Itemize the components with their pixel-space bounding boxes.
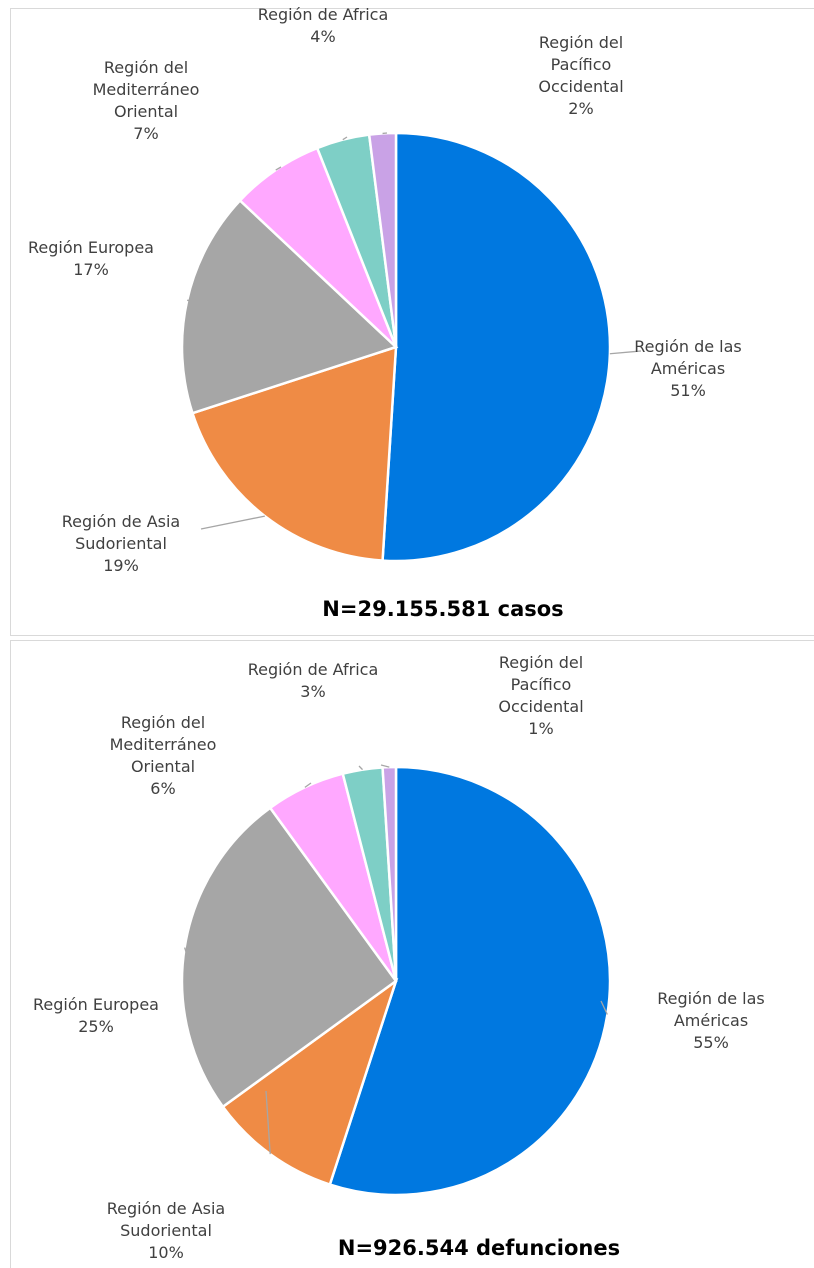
category-label: Región Europea — [28, 238, 154, 257]
chart-panel: Región de las Américas 55% Región de Asia … — [10, 640, 814, 1268]
leader-line — [184, 947, 212, 1032]
data-label: Región Europea 25% — [11, 994, 181, 1038]
leader-line — [200, 515, 265, 530]
chart-title: N=29.155.581 casos — [322, 597, 564, 621]
category-label: Región del Pacífico Occidental — [538, 33, 624, 96]
pie-chart — [180, 131, 642, 563]
data-label: Región de las Américas 51% — [613, 336, 763, 402]
data-label: Región de las Américas 55% — [636, 988, 786, 1054]
pie-slice — [381, 131, 612, 563]
category-label: Región de Africa — [247, 660, 379, 679]
value-label: 1% — [528, 719, 554, 738]
category-label: Región del Mediterráneo Oriental — [109, 713, 217, 776]
category-label: Región de Asia Sudoriental — [61, 512, 181, 553]
category-label: Región del Mediterráneo Oriental — [92, 58, 200, 121]
data-label: Región de Asia Sudoriental 10% — [96, 1198, 236, 1264]
value-label: 10% — [148, 1243, 184, 1262]
leader-line — [342, 136, 348, 141]
data-label: Región del Mediterráneo Oriental 6% — [98, 712, 228, 800]
pie-slice — [180, 806, 398, 1109]
category-label: Región del Pacífico Occidental — [498, 653, 584, 716]
value-label: 6% — [150, 779, 176, 798]
pie-slice — [381, 765, 398, 982]
value-label: 4% — [310, 27, 336, 46]
pie-slice — [190, 345, 398, 562]
category-label: Región de Africa — [257, 5, 389, 24]
leader-line — [380, 764, 390, 768]
data-label: Región del Pacífico Occidental 2% — [526, 32, 636, 120]
leader-line — [609, 350, 642, 355]
category-label: Región de Asia Sudoriental — [106, 1199, 226, 1240]
value-label: 17% — [73, 260, 109, 279]
value-label: 3% — [300, 682, 326, 701]
chart-title: N=926.544 defunciones — [337, 1236, 621, 1260]
category-label: Región de las Américas — [657, 989, 765, 1030]
leader-line — [275, 166, 282, 171]
leader-line — [600, 1000, 608, 1015]
leader-line — [187, 299, 197, 302]
value-label: 55% — [693, 1033, 729, 1052]
data-label: Región Europea 17% — [11, 237, 171, 281]
leader-line — [358, 765, 363, 771]
value-label: 25% — [78, 1017, 114, 1036]
category-label: Región Europea — [33, 995, 159, 1014]
data-label: Región de Asia Sudoriental 19% — [51, 511, 191, 577]
data-label: Región del Mediterráneo Oriental 7% — [81, 57, 211, 145]
leader-line — [304, 782, 312, 788]
value-label: 51% — [670, 381, 706, 400]
category-label: Región de las Américas — [634, 337, 742, 378]
data-label: Región del Pacífico Occidental 1% — [486, 652, 596, 740]
data-label: Región de Africa 4% — [223, 4, 423, 48]
pie-chart — [180, 764, 612, 1197]
value-label: 7% — [133, 124, 159, 143]
value-label: 2% — [568, 99, 594, 118]
value-label: 19% — [103, 556, 139, 575]
chart-panel: Región de las Américas 51% Región de Asia … — [10, 5, 814, 636]
data-label: Región de Africa 3% — [213, 659, 413, 703]
leader-line — [265, 1090, 271, 1155]
